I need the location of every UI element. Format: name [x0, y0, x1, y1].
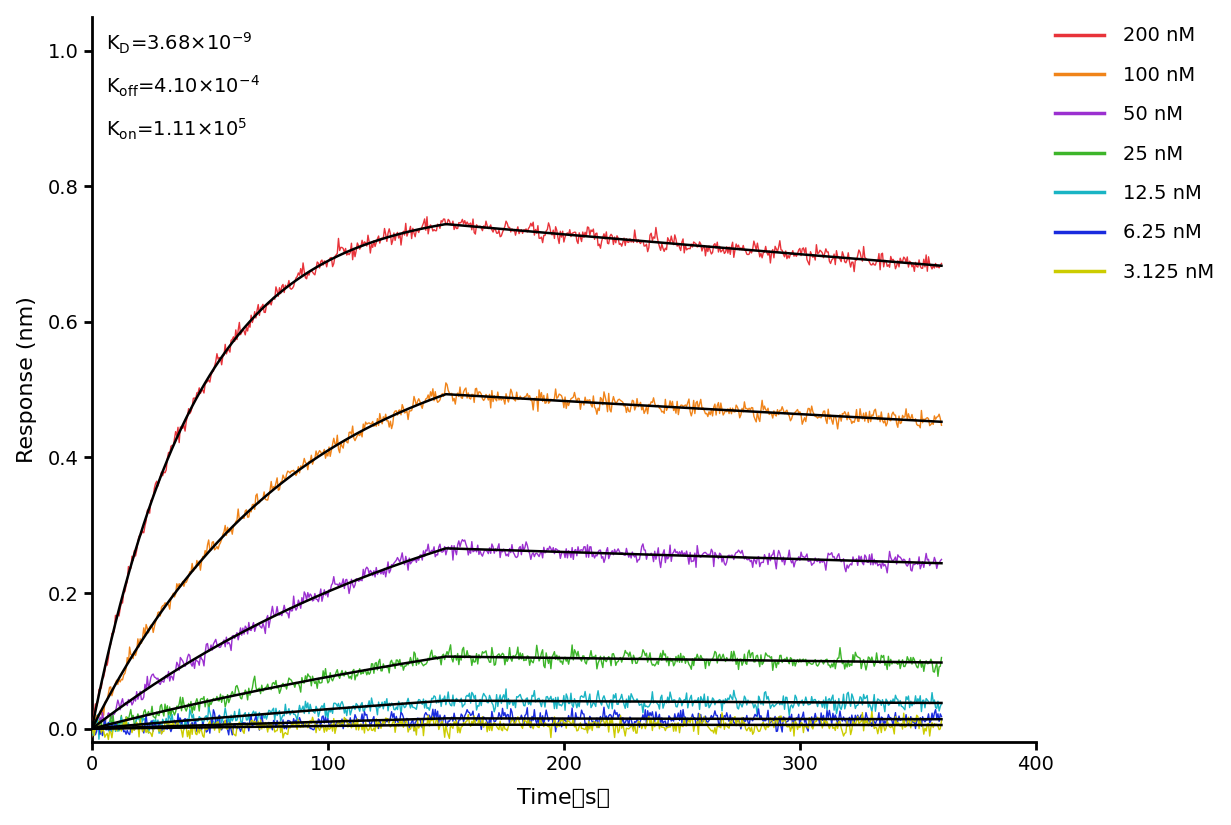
Y-axis label: Response (nm): Response (nm)	[17, 296, 37, 463]
X-axis label: Time（s）: Time（s）	[517, 789, 611, 808]
Legend: 200 nM, 100 nM, 50 nM, 25 nM, 12.5 nM, 6.25 nM, 3.125 nM: 200 nM, 100 nM, 50 nM, 25 nM, 12.5 nM, 6…	[1055, 26, 1214, 282]
Text: K$_\mathrm{D}$=3.68×10$^{-9}$
K$_\mathrm{off}$=4.10×10$^{-4}$
K$_\mathrm{on}$=1.: K$_\mathrm{D}$=3.68×10$^{-9}$ K$_\mathrm…	[106, 31, 260, 142]
